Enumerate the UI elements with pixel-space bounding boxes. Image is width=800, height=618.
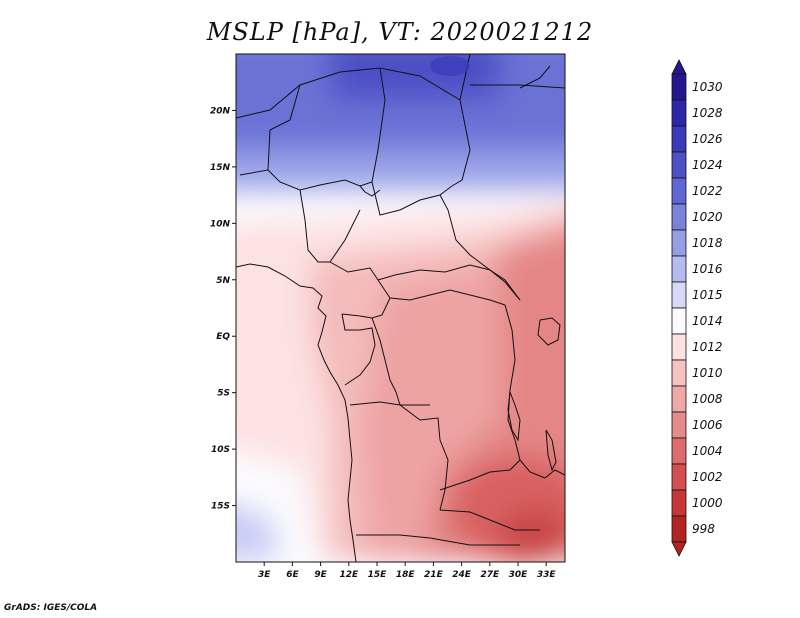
map-frame — [235, 53, 566, 563]
colorbar-swatch — [671, 307, 687, 335]
colorbar-label: 1012 — [692, 340, 723, 354]
lat-tick-label: 10N — [210, 219, 231, 229]
colorbar-swatch — [671, 99, 687, 127]
lat-tick-label: 15N — [210, 163, 231, 173]
colorbar-label: 1028 — [692, 106, 723, 120]
lat-tick-label: 10S — [211, 445, 230, 455]
colorbar-label: 1010 — [692, 366, 723, 380]
lon-tick-label: 33E — [537, 570, 557, 580]
region-1016-southwest — [236, 505, 280, 560]
colorbar-label: 1015 — [692, 288, 723, 302]
colorbar-swatch — [671, 125, 687, 153]
lon-tick-label: 18E — [396, 570, 416, 580]
lon-tick-label: 3E — [258, 570, 271, 580]
colorbar-swatch — [671, 229, 687, 257]
lon-tick-label: 12E — [339, 570, 359, 580]
colorbar-label: 1020 — [692, 210, 723, 224]
colorbar-swatch — [671, 385, 687, 413]
colorbar-swatch — [671, 203, 687, 231]
lon-tick-label: 27E — [480, 570, 500, 580]
colorbar-swatch — [671, 411, 687, 439]
colorbar-label: 1022 — [692, 184, 723, 198]
lat-tick-label: 15S — [211, 502, 230, 512]
colorbar-swatch — [671, 281, 687, 309]
lon-tick-label: 9E — [314, 570, 327, 580]
colorbar-label: 1004 — [692, 444, 723, 458]
lat-tick-label: 20N — [210, 106, 231, 116]
lon-tick-label: 21E — [424, 570, 444, 580]
axes: 3E 6E 9E 12E 15E 18E 21E 24E 27E 30E 33E 20N 15N 10N 5… — [210, 106, 556, 580]
colorbar-label: 998 — [692, 522, 715, 536]
lat-tick-label: 5N — [216, 276, 230, 286]
lon-tick-label: 30E — [509, 570, 529, 580]
colorbar-swatch — [671, 359, 687, 387]
lon-tick-label: 24E — [452, 570, 472, 580]
colorbar-swatch — [671, 437, 687, 465]
colorbar-label: 1018 — [692, 236, 723, 250]
high-1024-region — [330, 54, 500, 100]
colorbar-label: 1030 — [692, 80, 723, 94]
colorbar-swatch — [671, 515, 687, 543]
lat-tick-label: EQ — [216, 332, 230, 342]
lon-tick-label: 6E — [286, 570, 299, 580]
colorbar-label: 1024 — [692, 158, 723, 172]
colorbar-top-arrow — [671, 59, 687, 75]
colorbar-swatch — [671, 463, 687, 491]
colorbar-label: 1000 — [692, 496, 723, 510]
colorbar-swatch — [671, 333, 687, 361]
colorbar-swatch — [671, 255, 687, 283]
grads-credit: GrADS: IGES/COLA — [4, 603, 98, 613]
colorbar-swatch — [671, 73, 687, 101]
colorbar-swatch — [671, 177, 687, 205]
colorbar-bottom-arrow — [671, 541, 687, 557]
colorbar-label: 1014 — [692, 314, 723, 328]
chart-title: MSLP [hPa], VT: 2020021212 — [206, 18, 594, 46]
colorbar-swatch — [671, 489, 687, 517]
colorbar-label: 1006 — [692, 418, 723, 432]
country-borders — [236, 54, 565, 562]
high-1018-edge — [236, 150, 565, 190]
pressure-field — [236, 54, 565, 562]
low-1002-core — [500, 510, 565, 560]
colorbar-label: 1002 — [692, 470, 723, 484]
lat-tick-label: 5S — [217, 389, 230, 399]
colorbar-swatch — [671, 151, 687, 179]
lon-tick-label: 15E — [368, 570, 388, 580]
high-1026-spot — [430, 56, 470, 76]
colorbar-label: 1026 — [692, 132, 723, 146]
colorbar-legend: 1030 1028 1026 1024 1022 1020 1018 1016 1015 1014… — [671, 59, 723, 557]
colorbar-label: 1016 — [692, 262, 723, 276]
colorbar-label: 1008 — [692, 392, 723, 406]
